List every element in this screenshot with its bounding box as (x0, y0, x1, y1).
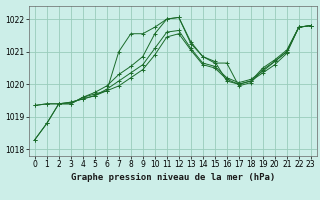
X-axis label: Graphe pression niveau de la mer (hPa): Graphe pression niveau de la mer (hPa) (71, 173, 275, 182)
